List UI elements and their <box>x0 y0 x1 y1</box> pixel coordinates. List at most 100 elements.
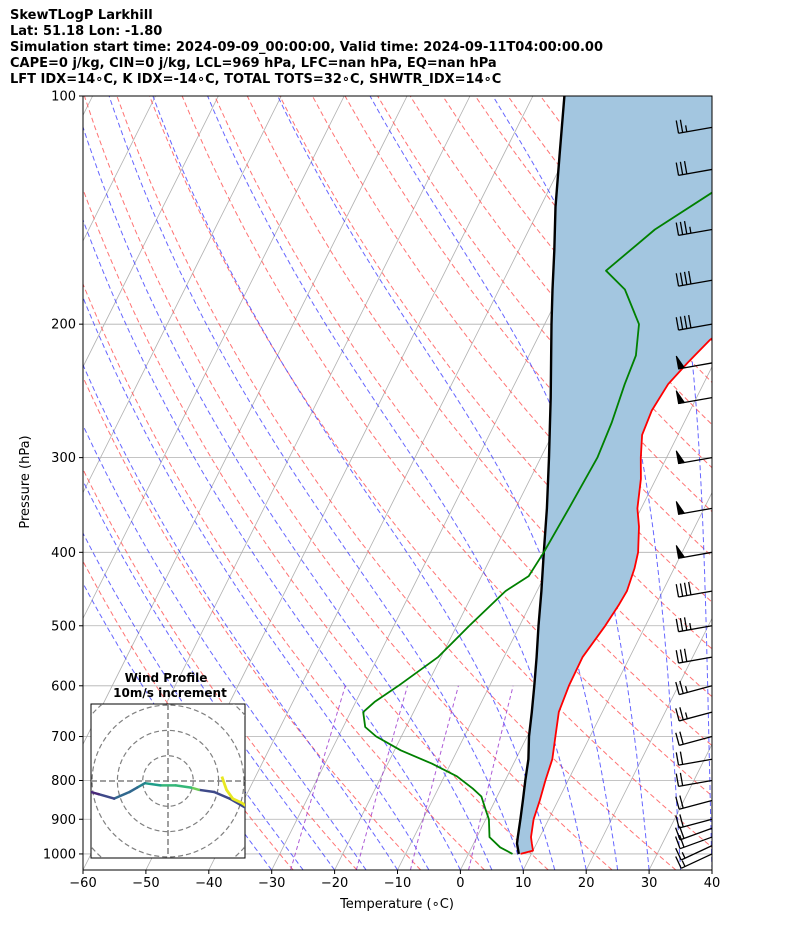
barb-flag <box>674 827 681 841</box>
y-tick-label: 400 <box>51 546 76 561</box>
y-tick-label: 500 <box>51 619 76 634</box>
wind-barb <box>675 390 713 405</box>
hodograph-subtitle: 10m/s increment <box>113 686 227 700</box>
barb-flag <box>678 834 685 848</box>
y-tick-label: 300 <box>51 451 76 466</box>
barb-flag <box>674 836 681 849</box>
cape-area <box>517 96 712 854</box>
y-tick-label: 1000 <box>43 847 76 862</box>
isotherm-line <box>83 96 408 746</box>
wind-barb <box>675 119 713 134</box>
wind-barb <box>675 545 713 559</box>
barb-flag <box>683 582 688 596</box>
hodograph-inset: Wind Profile 10m/s increment <box>90 671 246 859</box>
x-tick-label: 10 <box>515 876 532 891</box>
barb-flag <box>683 271 688 285</box>
barb-half-flag <box>685 125 688 132</box>
barb-shaft <box>678 590 713 598</box>
isotherm-line <box>83 96 93 117</box>
barb-flag <box>675 856 682 869</box>
dry-adiabat <box>83 282 485 870</box>
time-line: Simulation start time: 2024-09-09_00:00:… <box>10 40 603 55</box>
hodograph-trace-segment <box>189 786 201 792</box>
barb-pennant <box>675 450 686 465</box>
x-tick-label: −50 <box>132 876 159 891</box>
barb-pennant <box>675 545 686 559</box>
barb-shaft <box>678 625 713 633</box>
barb-flag <box>679 795 684 809</box>
barb-shaft <box>678 818 713 829</box>
barb-flag <box>679 680 684 694</box>
hodograph-trace-segment <box>91 790 100 796</box>
wind-barb <box>675 853 713 869</box>
dry-adiabat <box>311 96 712 603</box>
barb-flag <box>683 220 688 235</box>
barb-flag <box>679 707 684 721</box>
location-line: Lat: 51.18 Lon: -1.80 <box>10 24 163 39</box>
y-tick-label: 800 <box>51 774 76 789</box>
dry-adiabat <box>83 187 549 870</box>
moist-adiabat <box>743 96 750 870</box>
barb-flag <box>679 161 684 175</box>
isotherm-line <box>83 96 219 368</box>
mixing-ratio-line <box>355 685 408 870</box>
wind-barb <box>675 772 713 788</box>
mixing-ratio-line <box>409 685 459 870</box>
barb-half-flag <box>684 712 688 719</box>
barb-flag <box>679 618 684 632</box>
x-tick-label: 30 <box>641 876 658 891</box>
barb-flag <box>679 583 684 597</box>
barb-shaft <box>680 853 713 869</box>
y-tick-label: 700 <box>51 730 76 745</box>
y-tick-label: 200 <box>51 318 76 333</box>
x-tick-label: 40 <box>704 876 721 891</box>
barb-flag <box>675 618 680 632</box>
hodograph-title: Wind Profile <box>125 671 208 685</box>
wind-barb <box>675 314 713 331</box>
cape-fill <box>517 96 712 854</box>
barb-pennant <box>675 501 686 515</box>
hodograph-trace-segment <box>143 781 162 787</box>
cape-line: CAPE=0 j/kg, CIN=0 j/kg, LCL=969 hPa, LF… <box>10 56 497 71</box>
isotherm-line <box>711 869 712 870</box>
x-tick-label: −60 <box>69 876 96 891</box>
barb-flag <box>679 649 684 663</box>
barb-shaft <box>678 323 713 331</box>
axes: −60 −50 −40 −30 −20 −10 0 10 20 30 40 1000 900 800 700… <box>43 90 720 892</box>
chart-title: SkewTLogP Larkhill <box>10 8 153 23</box>
moist-adiabat <box>277 96 619 870</box>
x-tick-label: 0 <box>456 876 464 891</box>
barb-flag <box>675 773 680 787</box>
wind-barb <box>675 680 713 696</box>
barb-shaft <box>680 845 713 861</box>
x-tick-label: −30 <box>258 876 285 891</box>
wind-barb <box>675 845 713 861</box>
hodograph-trace-segment <box>112 790 131 800</box>
hodograph-trace-segment <box>212 790 231 800</box>
barb-flag <box>675 650 680 664</box>
wind-barb <box>675 707 713 722</box>
mixing-ratio-line <box>468 685 514 870</box>
wind-barb <box>675 617 713 633</box>
hodograph-trace-segment <box>174 784 193 789</box>
barb-flag <box>675 162 680 176</box>
hodograph-trace-segment <box>128 786 139 794</box>
barb-pennant <box>675 355 686 370</box>
barb-flag <box>675 681 680 695</box>
isotherm-line <box>83 96 282 494</box>
barb-flag <box>679 316 684 330</box>
barb-flag <box>675 222 680 236</box>
barb-shaft <box>679 827 713 841</box>
barb-half-flag <box>681 860 686 867</box>
isotherm-line <box>522 491 712 870</box>
wind-barb <box>675 751 713 766</box>
barb-shaft <box>679 836 713 850</box>
barb-flag <box>683 160 688 175</box>
isotherm-line <box>83 96 345 620</box>
barb-shaft <box>678 779 713 788</box>
barb-half-flag <box>684 685 688 693</box>
wind-barb <box>675 271 713 287</box>
wind-barb <box>675 731 713 746</box>
barb-flag <box>675 815 680 829</box>
